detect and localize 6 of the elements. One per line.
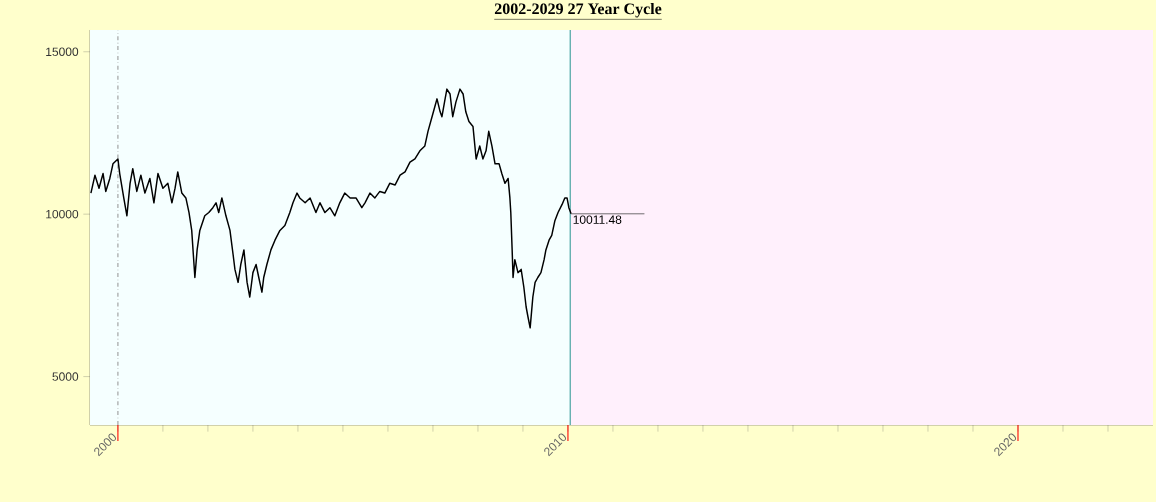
chart-title: 2002-2029 27 Year Cycle [494,2,662,18]
annotation: 10011.48 [573,215,622,224]
line-series [90,88,572,329]
y-tick-label: 15000 [46,47,79,57]
y-tick-label: 10000 [46,209,79,219]
y-tick-label: 5000 [52,372,79,381]
